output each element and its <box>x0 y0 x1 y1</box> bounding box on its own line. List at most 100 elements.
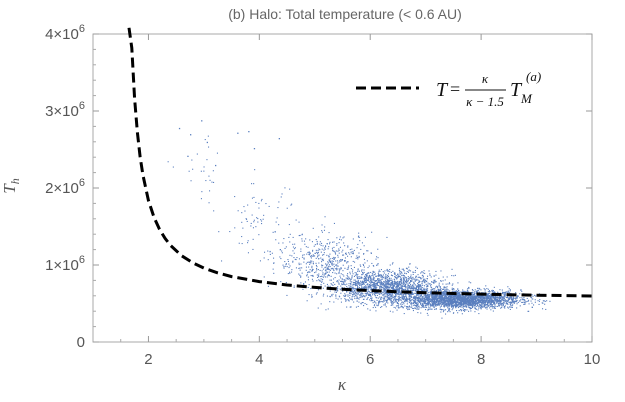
scatter-point <box>373 287 375 289</box>
scatter-point <box>479 305 481 307</box>
scatter-point <box>436 294 438 296</box>
scatter-point <box>377 278 379 280</box>
scatter-point <box>441 295 443 297</box>
scatter-point <box>504 295 506 297</box>
scatter-point <box>463 303 465 305</box>
scatter-point <box>470 303 472 305</box>
scatter-point <box>489 300 491 302</box>
scatter-point <box>343 275 345 277</box>
scatter-point <box>384 289 386 291</box>
scatter-point <box>331 257 333 259</box>
scatter-point <box>382 277 384 279</box>
scatter-point <box>472 301 474 303</box>
scatter-point <box>462 299 464 301</box>
scatter-point <box>263 276 265 278</box>
scatter-point <box>330 275 332 277</box>
scatter-point <box>430 290 432 292</box>
scatter-point <box>306 275 308 277</box>
scatter-point <box>327 285 329 287</box>
scatter-point <box>308 251 310 253</box>
scatter-point <box>363 245 365 247</box>
scatter-point <box>325 246 327 248</box>
scatter-point <box>402 301 404 303</box>
scatter-point <box>365 276 367 278</box>
scatter-point <box>542 308 544 310</box>
scatter-point <box>410 270 412 272</box>
scatter-point <box>442 276 444 278</box>
scatter-point <box>447 300 449 302</box>
scatter-point <box>327 261 329 263</box>
scatter-point <box>421 289 423 291</box>
scatter-point <box>238 242 240 244</box>
scatter-point <box>344 260 346 262</box>
scatter-point <box>392 311 394 313</box>
scatter-point <box>351 276 353 278</box>
scatter-point <box>471 292 473 294</box>
scatter-point <box>495 302 497 304</box>
scatter-point <box>434 308 436 310</box>
scatter-point <box>380 293 382 295</box>
scatter-point <box>503 299 505 301</box>
scatter-point <box>370 295 372 297</box>
scatter-point <box>397 284 399 286</box>
scatter-point <box>307 251 309 253</box>
scatter-point <box>352 251 354 253</box>
scatter-point <box>464 303 466 305</box>
scatter-point <box>369 281 371 283</box>
scatter-point <box>468 310 470 312</box>
scatter-point <box>480 307 482 309</box>
scatter-point <box>367 250 369 252</box>
scatter-point <box>376 304 378 306</box>
scatter-point <box>494 297 496 299</box>
scatter-point <box>390 294 392 296</box>
scatter-point <box>432 301 434 303</box>
scatter-point <box>403 270 405 272</box>
scatter-point <box>390 277 392 279</box>
scatter-point <box>449 283 451 285</box>
scatter-point <box>507 306 509 308</box>
scatter-point <box>318 279 320 281</box>
scatter-point <box>373 274 375 276</box>
scatter-point <box>445 301 447 303</box>
scatter-point <box>360 295 362 297</box>
scatter-point <box>363 266 365 268</box>
scatter-point <box>445 291 447 293</box>
scatter-point <box>383 299 385 301</box>
scatter-point <box>445 287 447 289</box>
scatter-point <box>427 304 429 306</box>
scatter-point <box>472 289 474 291</box>
scatter-point <box>317 269 319 271</box>
scatter-point <box>376 264 378 266</box>
scatter-point <box>292 261 294 263</box>
legend-rhs-base: T <box>510 79 523 101</box>
scatter-point <box>378 303 380 305</box>
scatter-point <box>402 277 404 279</box>
scatter-point <box>461 309 463 311</box>
scatter-point <box>355 306 357 308</box>
scatter-point <box>374 285 376 287</box>
scatter-point <box>303 254 305 256</box>
scatter-point <box>321 266 323 268</box>
scatter-point <box>430 295 432 297</box>
scatter-point <box>379 280 381 282</box>
scatter-point <box>401 289 403 291</box>
scatter-point <box>316 274 318 276</box>
scatter-point <box>364 303 366 305</box>
scatter-point <box>362 284 364 286</box>
scatter-point <box>411 278 413 280</box>
scatter-point <box>439 303 441 305</box>
scatter-point <box>321 281 323 283</box>
scatter-point <box>391 282 393 284</box>
scatter-point <box>341 251 343 253</box>
scatter-point <box>494 301 496 303</box>
scatter-point <box>289 241 291 243</box>
scatter-point <box>375 285 377 287</box>
scatter-point <box>398 289 400 291</box>
scatter-point <box>452 301 454 303</box>
scatter-point <box>387 295 389 297</box>
scatter-point <box>498 305 500 307</box>
scatter-point <box>344 260 346 262</box>
scatter-point <box>437 304 439 306</box>
scatter-point <box>319 243 321 245</box>
scatter-point <box>496 297 498 299</box>
